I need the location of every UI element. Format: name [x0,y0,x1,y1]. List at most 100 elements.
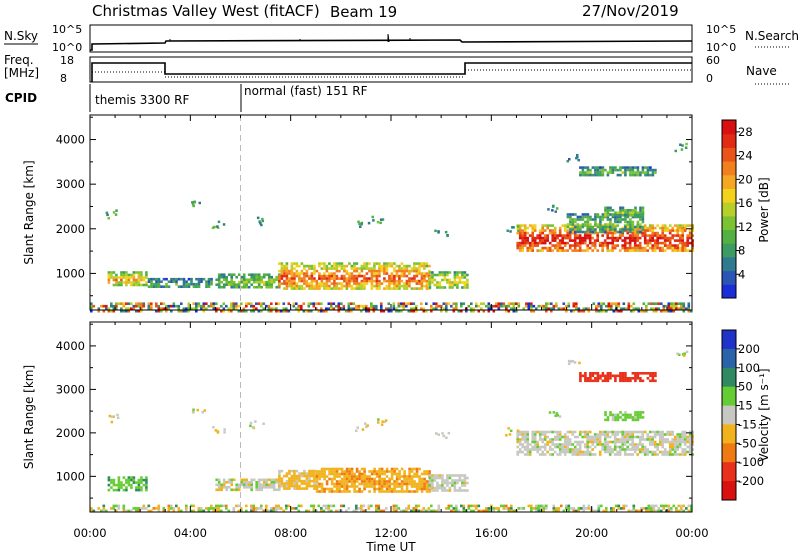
heatmap-cell [410,267,414,270]
heatmap-cell [566,438,569,441]
x-axis-label: Time UT [365,540,416,554]
heatmap-cell [573,440,577,444]
heatmap-cell [357,307,361,310]
heatmap-cell [621,377,625,380]
heatmap-cell [645,304,648,308]
heatmap-cell [541,438,544,441]
heatmap-cell [300,269,304,273]
heatmap-cell [162,302,166,305]
cpid-segment-2: normal (fast) 151 RF [244,84,368,98]
heatmap-cell [462,302,466,305]
heatmap-cell [187,302,191,305]
heatmap-cell [582,504,586,508]
heatmap-cell [338,277,341,280]
heatmap-cell [591,453,594,456]
heatmap-cell [320,282,324,285]
heatmap-cell [592,509,596,513]
heatmap-cell [310,302,313,305]
heatmap-cell [451,283,454,287]
heatmap-cell [676,440,679,444]
heatmap-cell [127,478,131,482]
heatmap-cell [556,438,559,441]
heatmap-cell [220,285,223,289]
heatmap-cell [393,480,396,483]
heatmap-cell [400,480,404,483]
heatmap-cell [418,475,421,478]
heatmap-cell [355,475,359,478]
heatmap-cell [653,244,657,247]
heatmap-cell [360,279,364,283]
heatmap-cell [363,482,366,486]
heatmap-cell [586,171,590,174]
heatmap-cell [581,374,585,378]
heatmap-cell [395,467,399,471]
heatmap-cell [398,279,401,283]
heatmap-cell [403,272,406,275]
heatmap-cell [571,239,574,242]
heatmap-cell [408,467,411,471]
heatmap-cell [633,236,637,240]
heatmap-cell [227,509,231,513]
echo-point [216,225,219,228]
heatmap-cell [593,445,597,449]
heatmap-cell [588,246,592,250]
scatter-region [107,271,148,287]
heatmap-cell [230,275,233,279]
heatmap-cell [586,438,589,441]
heatmap-cell [122,507,126,510]
heatmap-cell [390,472,394,476]
heatmap-cell [618,236,622,240]
heatmap-cell [430,304,433,308]
heatmap-cell [413,485,416,488]
heatmap-cell [320,490,324,493]
heatmap-cell [523,433,527,436]
heatmap-cell [621,438,624,441]
heatmap-cell [303,469,306,473]
heatmap-cell [343,269,346,273]
heatmap-cell [678,234,682,237]
heatmap-cell [137,488,141,492]
heatmap-cell [280,274,284,278]
heatmap-cell [651,229,654,232]
heatmap-cell [197,507,201,510]
heatmap-cell [631,223,635,226]
heatmap-cell [495,507,498,510]
heatmap-cell [432,302,436,305]
heatmap-cell [536,244,539,247]
heatmap-cell [583,453,587,456]
heatmap-cell [624,214,627,217]
heatmap-cell [670,304,673,308]
heatmap-cell [451,484,454,487]
heatmap-cell [558,448,562,451]
heatmap-cell [621,435,624,439]
heatmap-cell [422,309,426,313]
heatmap-cell [663,224,667,227]
heatmap-cell [614,220,617,224]
heatmap-cell [220,486,223,489]
heatmap-cell [368,477,371,481]
heatmap-cell [313,477,316,480]
heatmap-cell [651,372,655,375]
heatmap-cell [631,236,634,240]
heatmap-cell [437,509,441,513]
heatmap-cell [305,474,309,478]
heatmap-cell [557,507,561,510]
heatmap-cell [170,277,173,281]
echo-point [249,424,252,428]
heatmap-cell [556,443,559,446]
heatmap-cell [323,282,326,285]
heatmap-cell [629,214,632,217]
heatmap-cell [492,304,496,308]
heatmap-cell [202,307,206,310]
scatter-region [516,430,694,456]
heatmap-cell [135,304,138,308]
heatmap-cell [516,445,519,449]
heatmap-cell [597,304,601,308]
heatmap-cell [636,220,640,224]
heatmap-cell [395,272,399,275]
heatmap-cell [330,277,334,280]
heatmap-cell [661,246,664,250]
colorbar-tick-label: 12 [738,220,753,234]
heatmap-cell [535,504,538,508]
heatmap-cell [380,485,384,488]
